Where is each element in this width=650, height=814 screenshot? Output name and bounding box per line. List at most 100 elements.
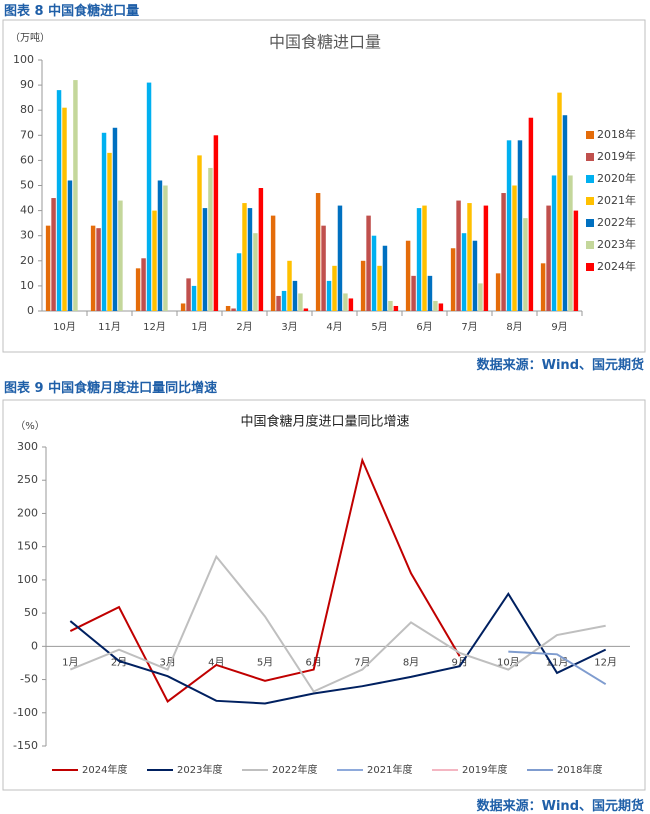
x-tick-label: 1月 <box>62 656 78 668</box>
bar <box>348 298 354 311</box>
bar <box>393 305 399 311</box>
legend-label: 2019年度 <box>462 763 507 776</box>
x-tick-label: 10月 <box>53 321 76 333</box>
legend-swatch <box>586 197 594 205</box>
legend-label: 2022年度 <box>272 763 317 776</box>
y-tick-label: 20 <box>20 254 34 267</box>
x-tick-label: 6月 <box>416 321 432 333</box>
chart-frame <box>2 19 646 353</box>
bar <box>326 280 332 311</box>
bar <box>242 203 247 311</box>
bar <box>191 285 197 311</box>
chart: 中国食糖进口量 （万吨） 0 10 20 30 40 50 60 70 80 90 100 10月 11月 1… <box>2 19 646 353</box>
bar <box>540 263 546 311</box>
bar <box>303 308 309 311</box>
legend-swatch <box>586 263 594 271</box>
bar <box>557 92 562 311</box>
bar <box>163 185 168 311</box>
bar <box>141 258 146 311</box>
bar <box>517 140 523 311</box>
y-tick-label: 0 <box>31 639 38 652</box>
bar <box>450 248 456 311</box>
bar <box>321 225 326 311</box>
bar <box>315 193 321 311</box>
y-tick-label: -50 <box>20 673 38 686</box>
line <box>69 554 606 693</box>
y-tick-label: 10 <box>20 279 34 292</box>
bar <box>225 305 231 311</box>
bar <box>197 155 202 311</box>
legend-label: 2024年度 <box>82 763 127 776</box>
y-tick-label: 50 <box>20 179 34 192</box>
bar <box>433 300 438 311</box>
bar <box>112 127 118 312</box>
y-tick-label: 30 <box>20 229 34 242</box>
y-tick-label: 150 <box>17 540 38 553</box>
line <box>69 591 607 705</box>
bar <box>51 198 56 311</box>
bar <box>146 82 152 311</box>
bar <box>202 208 208 311</box>
bar <box>118 200 123 311</box>
y-tick-label: 50 <box>24 606 38 619</box>
y-tick-label: 40 <box>20 204 34 217</box>
legend-label: 2021年度 <box>367 763 412 776</box>
legend-label: 2018年 <box>597 127 636 141</box>
bar <box>388 300 393 311</box>
x-tick-label: 12月 <box>143 321 166 333</box>
legend-swatch <box>586 241 594 249</box>
x-tick-label: 8月 <box>506 321 522 333</box>
legend-label: 2023年度 <box>177 763 222 776</box>
bar <box>573 210 579 311</box>
bar <box>298 293 303 311</box>
y-axis-unit: （%） <box>15 420 45 432</box>
x-tick-label: 3月 <box>281 321 297 333</box>
bar <box>337 205 343 311</box>
x-tick-label: 7月 <box>354 656 370 668</box>
y-tick-label: 200 <box>17 506 38 519</box>
y-axis-unit: （万吨） <box>10 31 50 44</box>
y-tick-label: 70 <box>20 128 34 141</box>
bar <box>276 295 281 311</box>
legend-swatch <box>586 131 594 139</box>
y-tick-label: 250 <box>17 473 38 486</box>
legend-swatch <box>586 153 594 161</box>
bar <box>405 240 411 311</box>
y-tick-label: 100 <box>13 53 34 66</box>
bar <box>523 218 528 311</box>
bar <box>107 152 112 311</box>
bar <box>343 293 348 311</box>
bar <box>67 180 73 311</box>
bar <box>506 140 512 311</box>
x-tick-label: 8月 <box>403 656 419 668</box>
bar <box>101 132 107 311</box>
y-tick-label: -150 <box>13 739 38 752</box>
bar <box>562 115 568 311</box>
bar <box>90 225 96 311</box>
bar <box>512 185 517 311</box>
bar <box>360 260 366 311</box>
bar <box>73 80 78 311</box>
legend-label: 2023年 <box>597 237 636 251</box>
chart-title: 中国食糖进口量 <box>269 33 381 52</box>
y-tick-label: -100 <box>13 706 38 719</box>
y-tick-label: 300 <box>17 440 38 453</box>
bar <box>551 175 557 311</box>
bar <box>247 208 253 311</box>
bar <box>422 205 427 311</box>
x-tick-label: 6月 <box>305 656 321 668</box>
bar <box>371 235 377 311</box>
bar <box>377 265 382 311</box>
source: 数据来源：Wind、国元期货 <box>476 358 644 373</box>
source: 数据来源：Wind、国元期货 <box>476 799 644 814</box>
bar <box>186 278 191 311</box>
y-tick-label: 100 <box>17 573 38 586</box>
chart-frame <box>2 399 646 791</box>
x-tick-label: 7月 <box>461 321 477 333</box>
bar <box>56 90 62 312</box>
x-tick-label: 5月 <box>257 656 273 668</box>
figure-header: 图表 8 中国食糖进口量 <box>4 4 140 19</box>
bar <box>157 180 163 311</box>
line <box>69 457 461 703</box>
bar <box>438 303 444 311</box>
